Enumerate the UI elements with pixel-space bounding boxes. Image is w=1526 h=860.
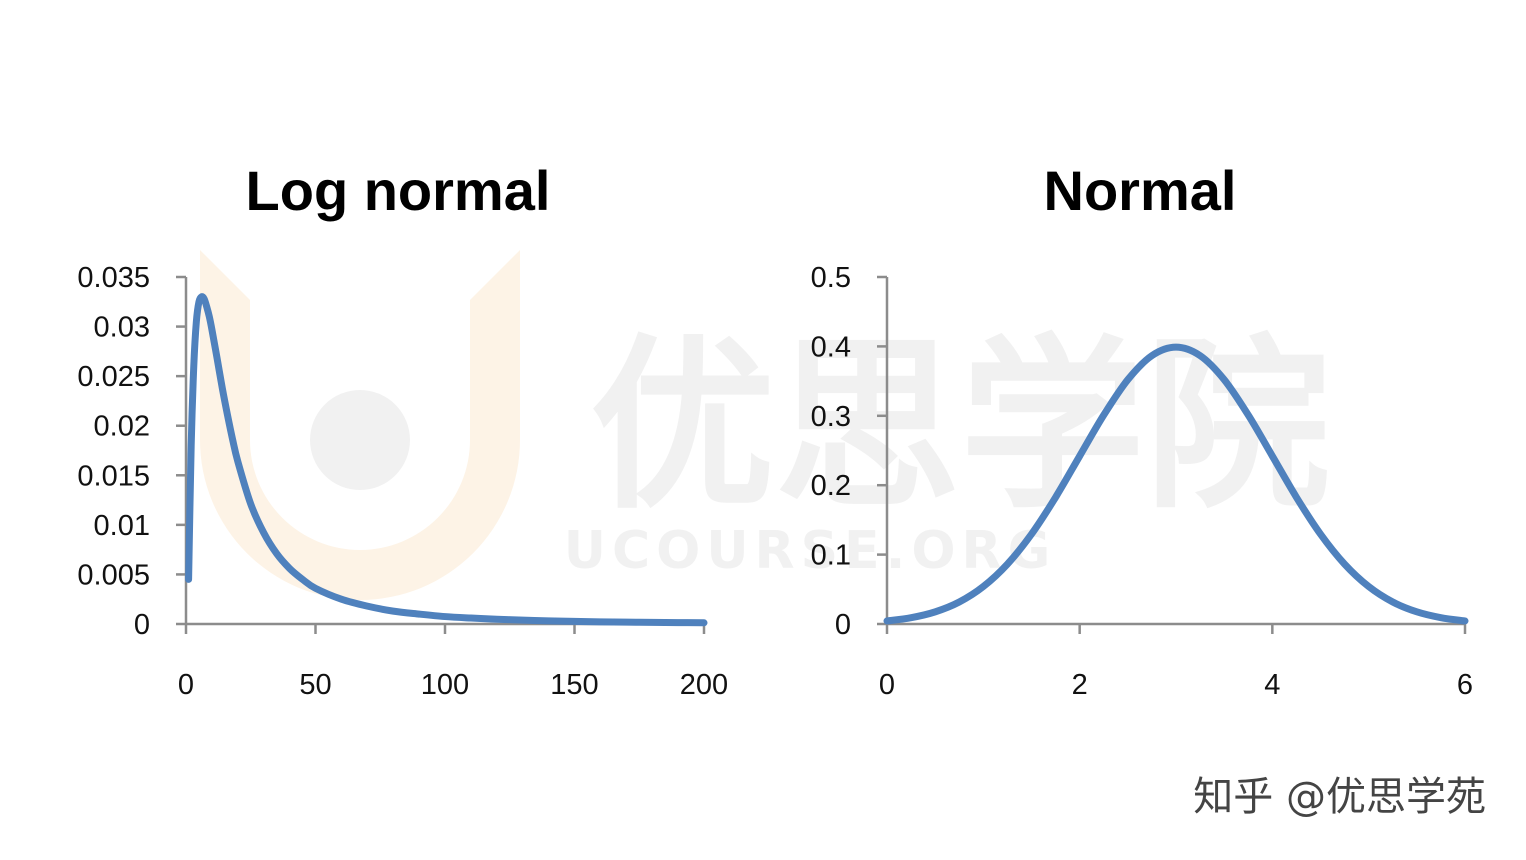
y-tick-label: 0.025 bbox=[77, 361, 150, 393]
x-tick-label: 0 bbox=[178, 669, 194, 701]
series-line bbox=[185, 293, 708, 627]
normal-chart: Normal 0 0.1 0.2 0.3 0.4 0.5 0 2 4 6 bbox=[811, 159, 1473, 701]
chart-title: Normal bbox=[1044, 159, 1237, 222]
watermark-cn-text: 优思学院 bbox=[590, 318, 1330, 534]
y-tick-label: 0.03 bbox=[94, 312, 150, 344]
y-tick-label: 0 bbox=[835, 609, 851, 641]
y-tick-label: 0.015 bbox=[77, 460, 150, 492]
chart-title: Log normal bbox=[246, 159, 551, 222]
y-axis-ticks: 0 0.1 0.2 0.3 0.4 0.5 bbox=[811, 262, 887, 641]
lognormal-chart: Log normal 00.0050.010.0150.020.0250.030… bbox=[77, 159, 728, 701]
series-group bbox=[185, 293, 708, 627]
y-tick-label: 0.01 bbox=[94, 510, 150, 542]
x-tick-label: 150 bbox=[550, 669, 598, 701]
series-group bbox=[883, 343, 1469, 625]
watermark-logo bbox=[200, 250, 520, 600]
y-tick-label: 0.1 bbox=[811, 540, 851, 572]
series-line bbox=[883, 343, 1469, 625]
x-axis-ticks: 0 50 100 150 200 bbox=[178, 624, 728, 701]
x-axis-ticks: 0 2 4 6 bbox=[879, 624, 1473, 701]
x-tick-label: 200 bbox=[680, 669, 728, 701]
x-tick-label: 100 bbox=[421, 669, 469, 701]
y-tick-label: 0.3 bbox=[811, 401, 851, 433]
x-tick-label: 50 bbox=[299, 669, 331, 701]
footer-credit: 知乎 @优思学苑 bbox=[1193, 774, 1486, 820]
x-tick-label: 2 bbox=[1072, 669, 1088, 701]
x-tick-label: 6 bbox=[1457, 669, 1473, 701]
y-tick-label: 0.035 bbox=[77, 262, 150, 294]
y-axis-ticks: 0 0.005 0.01 0.015 0.02 0.025 0.03 0.035 bbox=[77, 262, 186, 641]
y-tick-label: 0.2 bbox=[811, 470, 851, 502]
x-tick-label: 0 bbox=[879, 669, 895, 701]
y-tick-label: 0.4 bbox=[811, 331, 851, 363]
y-tick-label: 0.5 bbox=[811, 262, 851, 294]
x-tick-label: 4 bbox=[1264, 669, 1280, 701]
y-tick-label: 0.02 bbox=[94, 411, 150, 443]
y-tick-label: 0 bbox=[134, 609, 150, 641]
watermark: 优思学院 UCOURSE.ORG bbox=[200, 250, 1330, 600]
y-tick-label: 0.005 bbox=[77, 559, 150, 591]
watermark-en-text: UCOURSE.ORG bbox=[564, 521, 1057, 581]
